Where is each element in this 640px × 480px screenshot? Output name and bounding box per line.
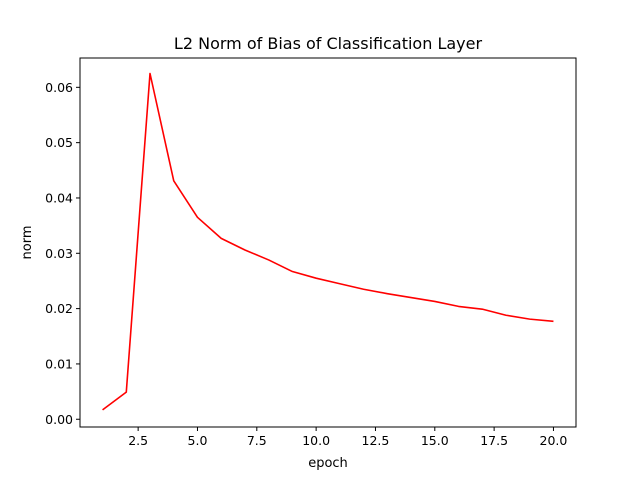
x-tick-label: 17.5 — [480, 433, 508, 448]
x-tick-label: 2.5 — [128, 433, 148, 448]
x-tick-label: 20.0 — [540, 433, 568, 448]
chart-title: L2 Norm of Bias of Classification Layer — [174, 34, 483, 53]
y-tick-label: 0.03 — [45, 246, 73, 261]
x-axis: 2.5 5.0 7.5 10.0 12.5 15.0 17.5 20.0 — [128, 427, 567, 448]
y-tick-label: 0.00 — [45, 412, 73, 427]
x-tick-label: 12.5 — [362, 433, 390, 448]
y-axis: 0.00 0.01 0.02 0.03 0.04 0.05 0.06 — [45, 80, 80, 427]
x-tick-label: 10.0 — [302, 433, 330, 448]
x-tick-label: 7.5 — [247, 433, 267, 448]
series-line — [102, 72, 554, 411]
y-tick-label: 0.02 — [45, 301, 73, 316]
plot-frame — [79, 57, 577, 428]
y-tick-label: 0.06 — [45, 80, 73, 95]
y-tick-label: 0.05 — [45, 135, 73, 150]
y-tick-label: 0.04 — [45, 190, 73, 205]
x-tick-label: 5.0 — [188, 433, 208, 448]
y-axis-label: norm — [20, 226, 35, 260]
x-axis-label: epoch — [308, 456, 348, 471]
x-tick-label: 15.0 — [421, 433, 449, 448]
plot-area — [102, 72, 554, 411]
y-tick-label: 0.01 — [45, 356, 73, 371]
